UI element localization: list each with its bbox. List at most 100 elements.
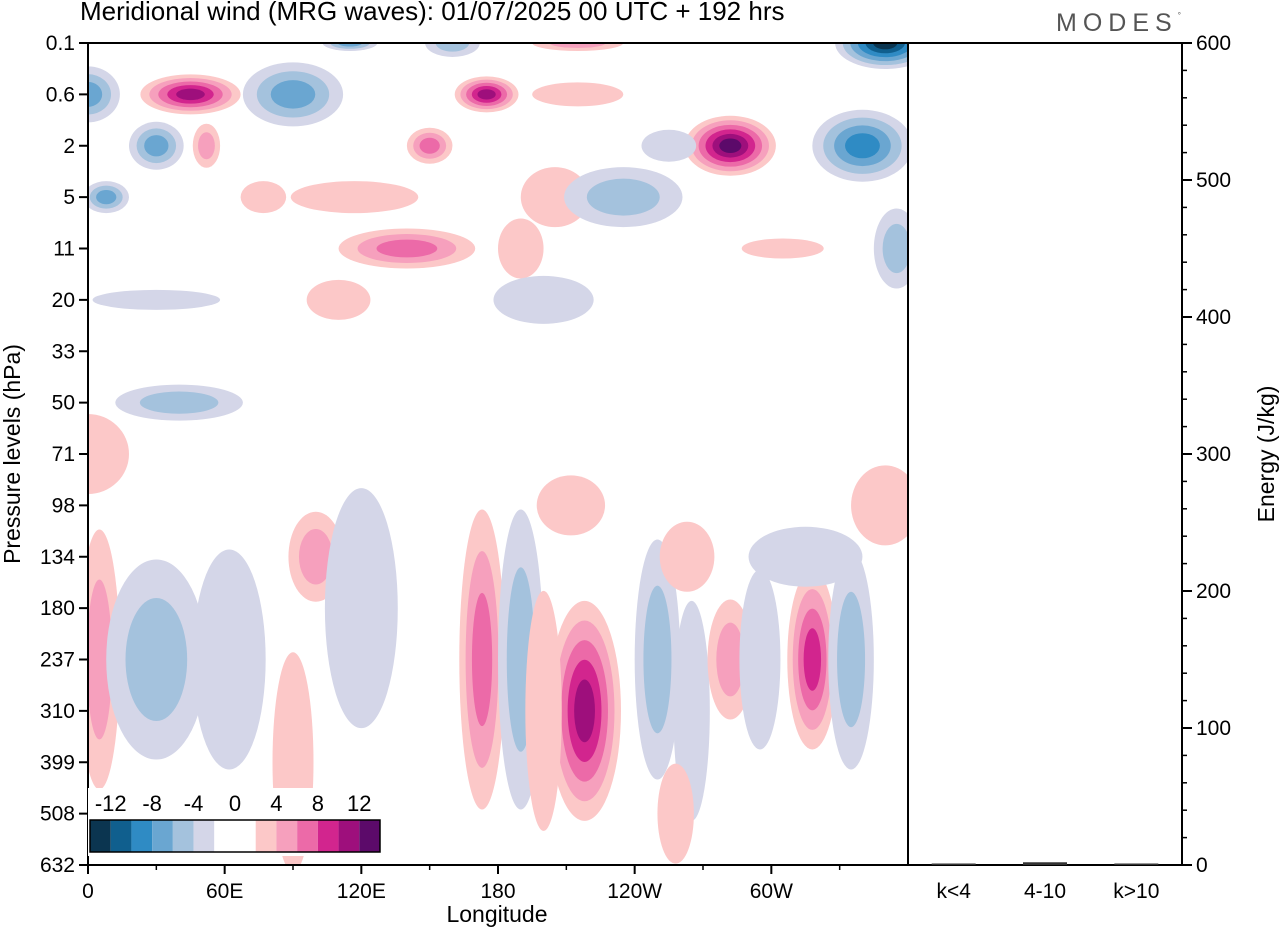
- contour-fill: [586, 178, 660, 216]
- contour-fill: [270, 80, 316, 109]
- y-tick-label: 0.6: [46, 83, 75, 106]
- contour-fill: [549, 43, 606, 48]
- contour-blob: [536, 475, 606, 536]
- logo-text: MODES: [1056, 9, 1178, 37]
- contour-blob: [673, 600, 710, 821]
- contour-fill: [643, 585, 672, 734]
- modes-logo: MODES°: [1056, 9, 1181, 38]
- contour-blob: [324, 488, 398, 729]
- contour-blob: [425, 43, 480, 57]
- energy-tick-label: 500: [1196, 169, 1231, 192]
- colorbar-label: -4: [184, 791, 204, 816]
- contour-blob: [748, 526, 863, 587]
- contour-blob: [129, 121, 184, 170]
- contour-fill: [298, 529, 333, 585]
- contour-fill: [139, 391, 219, 414]
- energy-tick-label: 300: [1196, 443, 1231, 466]
- contour-blob: [634, 539, 681, 780]
- contour-fill: [306, 279, 371, 320]
- contour-blob: [532, 82, 624, 107]
- contour-blob: [459, 509, 505, 810]
- energy-category-label: k>10: [1113, 880, 1159, 903]
- colorbar-swatch: [193, 820, 215, 852]
- longitude-axis: 0 60E 120E 180 120W 60W: [82, 865, 841, 903]
- x-tick-label: 120E: [337, 880, 386, 903]
- contour-fill: [498, 218, 544, 279]
- y-tick-label: 134: [40, 546, 75, 569]
- y-tick-label: 310: [40, 700, 75, 723]
- contour-fill: [882, 223, 908, 274]
- x-tick-label: 60E: [206, 880, 243, 903]
- x-axis-title: Longitude: [446, 901, 547, 927]
- colorbar-swatch: [235, 820, 256, 852]
- contour-blob: [532, 43, 624, 51]
- contour-blob: [684, 115, 776, 176]
- contour-fill: [240, 181, 287, 214]
- colorbar-swatch: [317, 820, 339, 852]
- contour-fill: [845, 133, 880, 159]
- y-tick-label: 508: [40, 803, 75, 826]
- energy-category-label: 4-10: [1024, 880, 1066, 903]
- contour-fill: [837, 591, 866, 728]
- contour-fill: [96, 190, 117, 205]
- energy-bar: [931, 863, 976, 865]
- contour-blob: [338, 228, 476, 269]
- logo-mark: °: [1177, 11, 1181, 20]
- contour-blob: [115, 384, 243, 421]
- x-tick-label: 120W: [607, 880, 662, 903]
- y-tick-label: 632: [40, 854, 75, 877]
- contour-blob: [454, 76, 519, 113]
- contour-fill: [88, 414, 129, 494]
- contour-fill: [748, 526, 863, 587]
- energy-category-label: k<4: [936, 880, 971, 903]
- colorbar-label: -12: [95, 791, 127, 816]
- contour-blob: [812, 109, 908, 182]
- contour-fill: [716, 622, 745, 697]
- contour-blob: [741, 238, 824, 259]
- heatmap-field: [88, 43, 908, 865]
- colorbar-swatch: [214, 820, 235, 852]
- y-tick-label: 2: [63, 135, 75, 158]
- contour-blob: [828, 549, 874, 770]
- contour-blob: [739, 569, 781, 750]
- contour-fill: [477, 89, 496, 100]
- energy-bar-chart: 0 100 200 300 400 500 600 k<4 4-10 k>10: [931, 32, 1231, 903]
- contour-fill: [192, 549, 266, 770]
- contour-blob: [525, 590, 562, 831]
- contour-fill: [92, 289, 221, 310]
- contour-fill: [144, 135, 169, 157]
- y-tick-label: 50: [52, 392, 75, 415]
- energy-plot-frame: [907, 42, 1183, 866]
- energy-axis-title: Energy (J/kg): [1253, 386, 1279, 523]
- colorbar-swatch: [255, 820, 277, 852]
- contour-fill: [525, 590, 562, 831]
- colorbar-swatch: [338, 820, 360, 852]
- pressure-axis: 0.1 0.6 2 5 11 20 33 50 71 98 134 180 237 310 399 508 63…: [40, 32, 88, 877]
- contour-fill: [574, 679, 595, 743]
- colorbar-label: 12: [347, 791, 371, 816]
- x-tick-label: 180: [480, 880, 515, 903]
- contour-fill: [739, 569, 781, 750]
- contour-fill: [125, 597, 188, 722]
- contour-fill: [493, 275, 594, 324]
- colorbar-swatch: [110, 820, 132, 852]
- colorbar-swatch: [131, 820, 153, 852]
- colorbar-label: -8: [142, 791, 162, 816]
- colorbar-swatch: [90, 820, 111, 852]
- y-tick-label: 71: [52, 443, 75, 466]
- contour-fill: [641, 129, 697, 162]
- contour-blob: [88, 181, 129, 214]
- y-tick-label: 237: [40, 649, 75, 672]
- contour-fill: [873, 43, 898, 50]
- chart-title: Meridional wind (MRG waves): 01/07/2025 …: [80, 0, 785, 26]
- colorbar-label: 0: [229, 791, 241, 816]
- contour-blob: [548, 600, 621, 821]
- contour-fill: [719, 138, 742, 154]
- contour-fill: [532, 82, 624, 107]
- energy-bar: [1114, 863, 1159, 865]
- y-tick-label: 20: [52, 289, 75, 312]
- contour-blob: [88, 414, 129, 494]
- contour-fill: [536, 475, 606, 536]
- contour-blob: [306, 279, 371, 320]
